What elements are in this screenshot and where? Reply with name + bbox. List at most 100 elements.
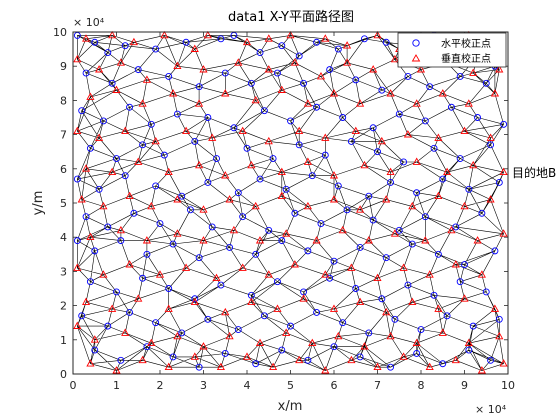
horizontal-correction-point: [139, 274, 147, 282]
horizontal-correction-point: [113, 288, 120, 296]
horizontal-correction-point: [426, 83, 434, 91]
vertical-correction-point: [477, 270, 486, 278]
vertical-correction-point: [373, 273, 382, 282]
horizontal-correction-point: [182, 38, 190, 46]
horizontal-correction-point: [456, 73, 464, 80]
vertical-correction-point: [460, 294, 469, 302]
vertical-correction-point: [238, 263, 247, 271]
vertical-correction-point: [134, 157, 143, 165]
y-tick-label: 4: [60, 231, 67, 244]
y-tick-label: 0: [60, 368, 67, 381]
horizontal-correction-point: [95, 185, 103, 193]
destination-annotation: 目的地B: [512, 165, 556, 180]
legend-triangle-marker: [411, 54, 421, 62]
vertical-correction-point: [347, 263, 356, 271]
horizontal-correction-point: [152, 182, 160, 190]
vertical-correction-point: [486, 195, 495, 203]
horizontal-correction-point: [243, 144, 251, 152]
horizontal-correction-point: [443, 312, 451, 320]
vertical-correction-point: [412, 338, 421, 347]
vertical-correction-point: [282, 328, 291, 336]
horizontal-correction-point: [395, 110, 403, 118]
vertical-correction-point: [251, 201, 260, 210]
horizontal-correction-point: [300, 79, 307, 87]
horizontal-correction-point: [186, 206, 194, 214]
vertical-correction-point: [116, 58, 125, 66]
vertical-correction-point: [251, 95, 260, 104]
horizontal-correction-point: [495, 315, 503, 323]
horizontal-correction-point: [291, 209, 299, 217]
horizontal-correction-point: [121, 42, 129, 50]
horizontal-correction-point: [282, 185, 290, 193]
horizontal-correction-point: [130, 209, 138, 217]
vertical-correction-point: [412, 157, 421, 165]
chart-title: data1 X-Y平面路径图: [228, 9, 354, 25]
vertical-correction-point: [460, 126, 469, 135]
vertical-correction-point: [369, 65, 378, 73]
x-tick-label: 0: [70, 379, 77, 392]
horizontal-correction-point: [204, 114, 212, 121]
horizontal-correction-point: [73, 237, 81, 245]
horizontal-correction-point: [195, 83, 203, 91]
vertical-correction-point: [360, 160, 369, 169]
horizontal-correction-point: [343, 206, 351, 214]
horizontal-correction-point: [217, 35, 225, 43]
vertical-correction-point: [147, 201, 156, 210]
vertical-correction-point: [499, 359, 508, 367]
horizontal-correction-point: [474, 114, 481, 121]
vertical-correction-point: [86, 232, 95, 241]
vertical-correction-point: [356, 205, 365, 213]
vertical-correction-point: [90, 335, 99, 343]
vertical-correction-point: [160, 30, 169, 39]
horizontal-correction-point: [260, 107, 268, 115]
vertical-correction-point: [247, 160, 256, 169]
vertical-correction-point: [451, 355, 460, 364]
horizontal-correction-point: [430, 144, 438, 152]
vertical-correction-point: [212, 273, 221, 282]
vertical-correction-point: [412, 99, 421, 107]
horizontal-correction-point: [330, 343, 338, 351]
horizontal-correction-point: [173, 110, 181, 118]
vertical-correction-point: [386, 331, 395, 340]
vertical-correction-point: [338, 225, 347, 234]
vertical-correction-point: [364, 236, 373, 244]
horizontal-correction-point: [82, 69, 90, 77]
horizontal-correction-point: [304, 247, 312, 255]
horizontal-correction-point: [165, 73, 173, 80]
vertical-correction-point: [199, 65, 208, 73]
vertical-correction-point: [99, 201, 108, 210]
vertical-correction-point: [425, 362, 434, 371]
horizontal-correction-point: [191, 295, 199, 303]
horizontal-correction-point: [117, 237, 125, 245]
x-tick-label: 7: [374, 379, 381, 392]
horizontal-correction-point: [78, 107, 86, 115]
horizontal-correction-point: [204, 179, 212, 186]
horizontal-correction-point: [487, 356, 495, 364]
vertical-correction-point: [173, 229, 182, 237]
x-tick-label: 6: [331, 379, 338, 392]
horizontal-correction-point: [304, 356, 312, 364]
vertical-correction-point: [190, 297, 199, 306]
y-tick-label: 5: [60, 197, 67, 210]
vertical-correction-point: [321, 366, 330, 374]
horizontal-correction-point: [204, 315, 212, 323]
horizontal-correction-point: [274, 278, 281, 286]
y-axis-exponent: × 10⁴: [73, 16, 105, 29]
vertical-correction-point: [399, 352, 408, 360]
vertical-correction-point: [303, 201, 312, 210]
vertical-correction-point: [434, 304, 443, 312]
horizontal-correction-point: [99, 117, 107, 125]
vertical-correction-point: [77, 195, 86, 203]
vertical-correction-point: [173, 195, 182, 203]
horizontal-correction-point: [113, 155, 120, 162]
vertical-correction-point: [225, 195, 234, 203]
vertical-correction-point: [329, 89, 339, 97]
horizontal-correction-point: [465, 185, 473, 193]
horizontal-correction-point: [139, 141, 147, 149]
vertical-correction-point: [303, 99, 312, 107]
vertical-correction-point: [286, 30, 295, 39]
vertical-correction-point: [190, 44, 199, 52]
horizontal-correction-point: [495, 179, 503, 186]
horizontal-correction-point: [287, 117, 294, 125]
vertical-correction-point: [377, 136, 386, 145]
